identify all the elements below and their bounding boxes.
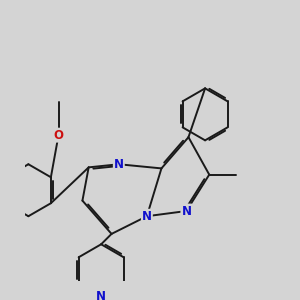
Text: N: N xyxy=(182,205,191,218)
Text: O: O xyxy=(53,129,64,142)
Text: N: N xyxy=(114,158,124,171)
Text: N: N xyxy=(96,290,106,300)
Text: N: N xyxy=(142,210,152,223)
